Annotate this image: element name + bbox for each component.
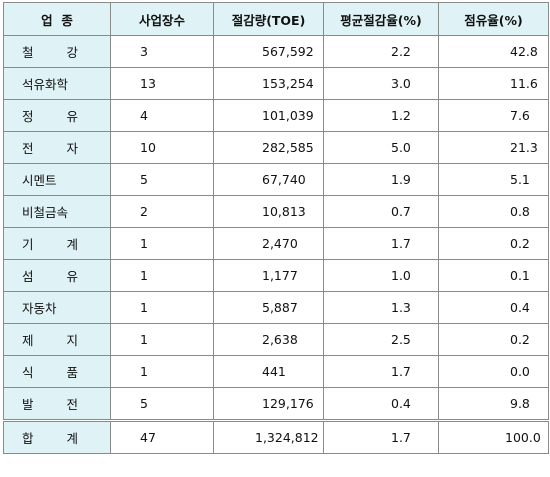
industry-cell: 자동차	[3, 291, 111, 324]
share-cell: 11.6	[438, 67, 549, 100]
table-row: 식 품 1 441 1.7 0.0	[3, 355, 549, 388]
sites-cell: 1	[110, 227, 214, 260]
savings-cell: 129,176	[213, 387, 324, 421]
industry-cell: 석유화학	[3, 67, 111, 100]
total-label: 합 계	[3, 419, 111, 454]
sites-cell: 3	[110, 35, 214, 68]
table-row: 전 자 10 282,585 5.0 21.3	[3, 131, 549, 164]
sites-cell: 5	[110, 163, 214, 196]
share-cell: 0.2	[438, 323, 549, 356]
savings-cell: 10,813	[213, 195, 324, 228]
avg-rate-cell: 1.7	[323, 355, 439, 388]
industry-cell: 철 강	[3, 35, 111, 68]
sites-cell: 13	[110, 67, 214, 100]
sites-cell: 1	[110, 323, 214, 356]
table-row: 섬 유 1 1,177 1.0 0.1	[3, 259, 549, 292]
header-sites: 사업장수	[110, 2, 214, 36]
sites-cell: 1	[110, 259, 214, 292]
avg-rate-cell: 1.9	[323, 163, 439, 196]
share-cell: 21.3	[438, 131, 549, 164]
industry-cell: 섬 유	[3, 259, 111, 292]
industry-cell: 시멘트	[3, 163, 111, 196]
table-row: 석유화학 13 153,254 3.0 11.6	[3, 67, 549, 100]
share-cell: 7.6	[438, 99, 549, 132]
industry-cell: 제 지	[3, 323, 111, 356]
savings-cell: 67,740	[213, 163, 324, 196]
table-row: 정 유 4 101,039 1.2 7.6	[3, 99, 549, 132]
header-avg-rate: 평균절감율(%)	[323, 2, 439, 36]
table-row: 자동차 1 5,887 1.3 0.4	[3, 291, 549, 324]
header-savings: 절감량(TOE)	[213, 2, 324, 36]
table-row: 비철금속 2 10,813 0.7 0.8	[3, 195, 549, 228]
table-row: 발 전 5 129,176 0.4 9.8	[3, 387, 549, 421]
energy-savings-table: 업 종 사업장수 절감량(TOE) 평균절감율(%) 점유율(%) 철 강 3 …	[3, 2, 549, 454]
share-cell: 9.8	[438, 387, 549, 421]
industry-cell: 비철금속	[3, 195, 111, 228]
share-cell: 0.0	[438, 355, 549, 388]
header-industry: 업 종	[3, 2, 111, 36]
share-cell: 42.8	[438, 35, 549, 68]
industry-cell: 정 유	[3, 99, 111, 132]
total-sites: 47	[110, 419, 214, 454]
share-cell: 5.1	[438, 163, 549, 196]
savings-cell: 1,177	[213, 259, 324, 292]
avg-rate-cell: 5.0	[323, 131, 439, 164]
share-cell: 0.4	[438, 291, 549, 324]
total-share: 100.0	[438, 419, 549, 454]
avg-rate-cell: 1.0	[323, 259, 439, 292]
avg-rate-cell: 1.2	[323, 99, 439, 132]
share-cell: 0.2	[438, 227, 549, 260]
avg-rate-cell: 2.5	[323, 323, 439, 356]
industry-cell: 기 계	[3, 227, 111, 260]
sites-cell: 10	[110, 131, 214, 164]
sites-cell: 4	[110, 99, 214, 132]
industry-cell: 식 품	[3, 355, 111, 388]
header-row: 업 종 사업장수 절감량(TOE) 평균절감율(%) 점유율(%)	[3, 2, 549, 36]
sites-cell: 1	[110, 291, 214, 324]
total-savings: 1,324,812	[213, 419, 324, 454]
header-share: 점유율(%)	[438, 2, 549, 36]
avg-rate-cell: 2.2	[323, 35, 439, 68]
savings-cell: 2,638	[213, 323, 324, 356]
share-cell: 0.1	[438, 259, 549, 292]
savings-cell: 282,585	[213, 131, 324, 164]
total-avg-rate: 1.7	[323, 419, 439, 454]
sites-cell: 5	[110, 387, 214, 421]
savings-cell: 2,470	[213, 227, 324, 260]
sites-cell: 2	[110, 195, 214, 228]
avg-rate-cell: 1.3	[323, 291, 439, 324]
savings-cell: 441	[213, 355, 324, 388]
savings-cell: 153,254	[213, 67, 324, 100]
total-row: 합 계 47 1,324,812 1.7 100.0	[3, 419, 549, 454]
table-row: 기 계 1 2,470 1.7 0.2	[3, 227, 549, 260]
avg-rate-cell: 0.4	[323, 387, 439, 421]
table-row: 시멘트 5 67,740 1.9 5.1	[3, 163, 549, 196]
table-row: 제 지 1 2,638 2.5 0.2	[3, 323, 549, 356]
sites-cell: 1	[110, 355, 214, 388]
savings-cell: 101,039	[213, 99, 324, 132]
industry-cell: 전 자	[3, 131, 111, 164]
avg-rate-cell: 3.0	[323, 67, 439, 100]
savings-cell: 567,592	[213, 35, 324, 68]
industry-cell: 발 전	[3, 387, 111, 421]
avg-rate-cell: 1.7	[323, 227, 439, 260]
avg-rate-cell: 0.7	[323, 195, 439, 228]
table-row: 철 강 3 567,592 2.2 42.8	[3, 35, 549, 68]
share-cell: 0.8	[438, 195, 549, 228]
savings-cell: 5,887	[213, 291, 324, 324]
